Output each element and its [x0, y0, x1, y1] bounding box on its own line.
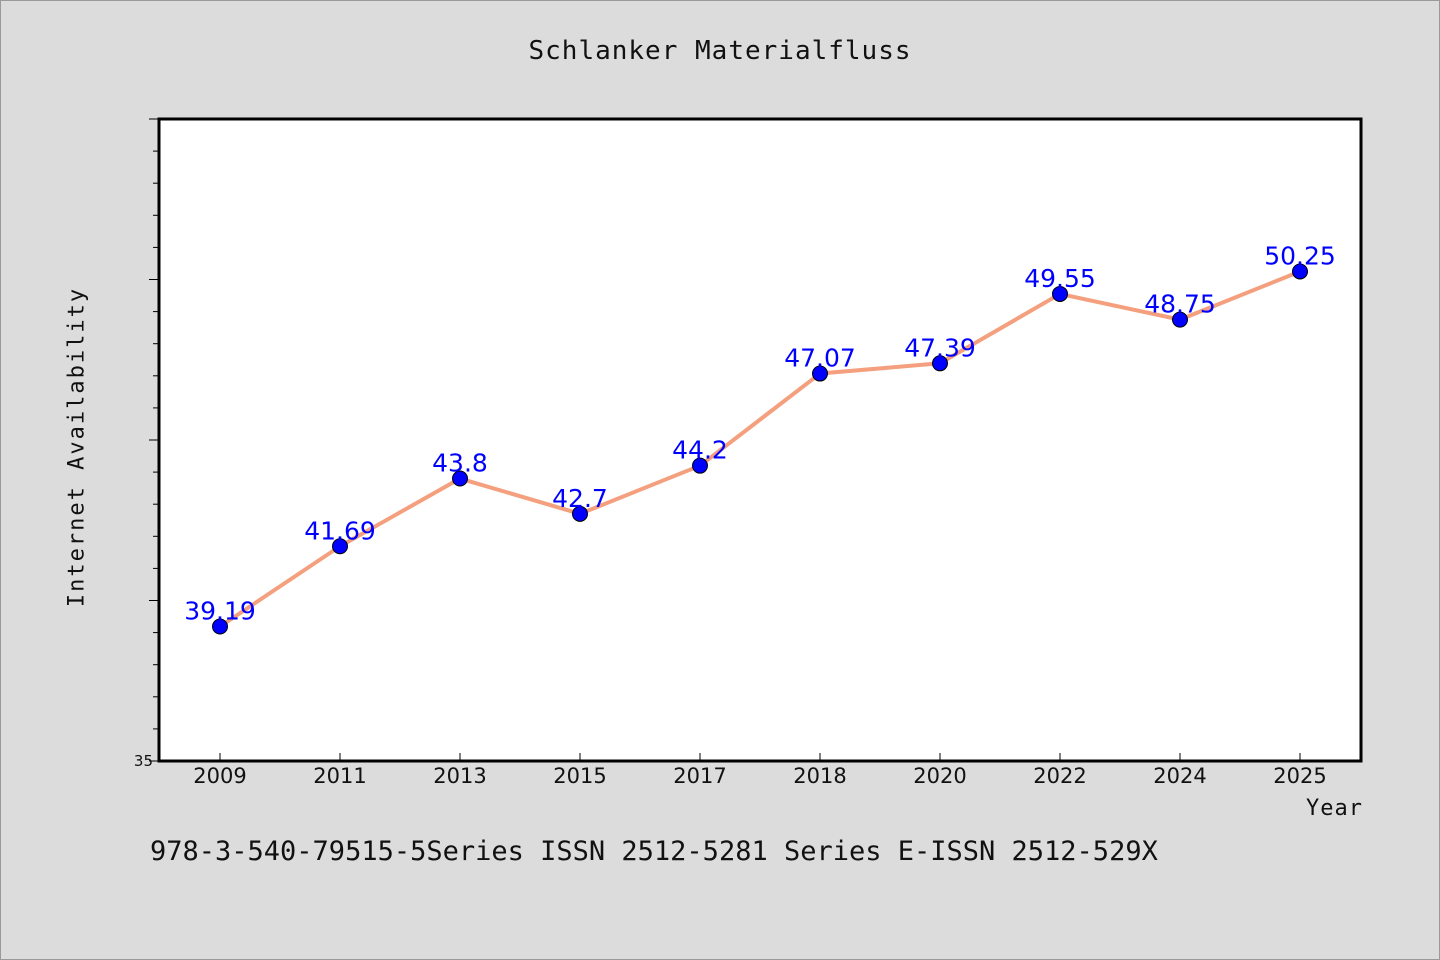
data-label: 50.25: [1264, 241, 1336, 270]
plot-area: [157, 117, 1363, 763]
x-tick-label: 2011: [313, 764, 366, 788]
data-label: 47.39: [904, 333, 976, 362]
footer-note: 978-3-540-79515-5Series ISSN 2512-5281 S…: [150, 836, 1158, 867]
x-tick-label: 2013: [433, 764, 486, 788]
x-axis-ticks: 2009 2011 2013 2015 2017 2018 2020 2022 2024 2025: [193, 753, 1327, 788]
x-tick-label: 2020: [913, 764, 966, 788]
data-point: [1172, 311, 1188, 328]
x-tick-label: 2022: [1033, 764, 1086, 788]
x-tick-label: 2018: [793, 764, 846, 788]
data-point: [1052, 285, 1068, 302]
data-label: 42.7: [552, 484, 608, 513]
y-axis-ticks: 35: [134, 118, 159, 770]
data-label: 49.55: [1024, 264, 1096, 293]
data-labels: 39.19 41.69 43.8 42.7 44.2 47.07 47.39 49.55 48.…: [184, 241, 1336, 625]
data-markers: [212, 263, 1308, 635]
chart-title: Schlanker Materialfluss: [528, 36, 912, 66]
x-tick-label: 2017: [673, 764, 726, 788]
x-tick-label: 2024: [1153, 764, 1206, 788]
data-label: 44.2: [672, 436, 728, 465]
data-label: 41.69: [304, 516, 376, 545]
x-axis-label: Year: [1306, 796, 1363, 821]
data-label: 47.07: [784, 344, 856, 373]
y-tick-label: 35: [134, 752, 153, 770]
x-tick-label: 2025: [1273, 764, 1326, 788]
data-point: [1292, 263, 1308, 280]
data-label: 39.19: [184, 597, 256, 626]
data-point: [452, 470, 468, 487]
data-point: [572, 505, 588, 522]
data-point: [692, 457, 708, 474]
data-point: [212, 618, 228, 635]
series-line-group: [218, 269, 1301, 629]
data-point: [332, 538, 348, 555]
series-line: [218, 269, 1301, 629]
data-label: 43.8: [432, 449, 488, 478]
x-tick-label: 2009: [193, 764, 246, 788]
x-tick-label: 2015: [553, 764, 606, 788]
data-label: 48.75: [1144, 290, 1216, 319]
data-point: [932, 355, 948, 372]
data-point: [812, 365, 828, 382]
